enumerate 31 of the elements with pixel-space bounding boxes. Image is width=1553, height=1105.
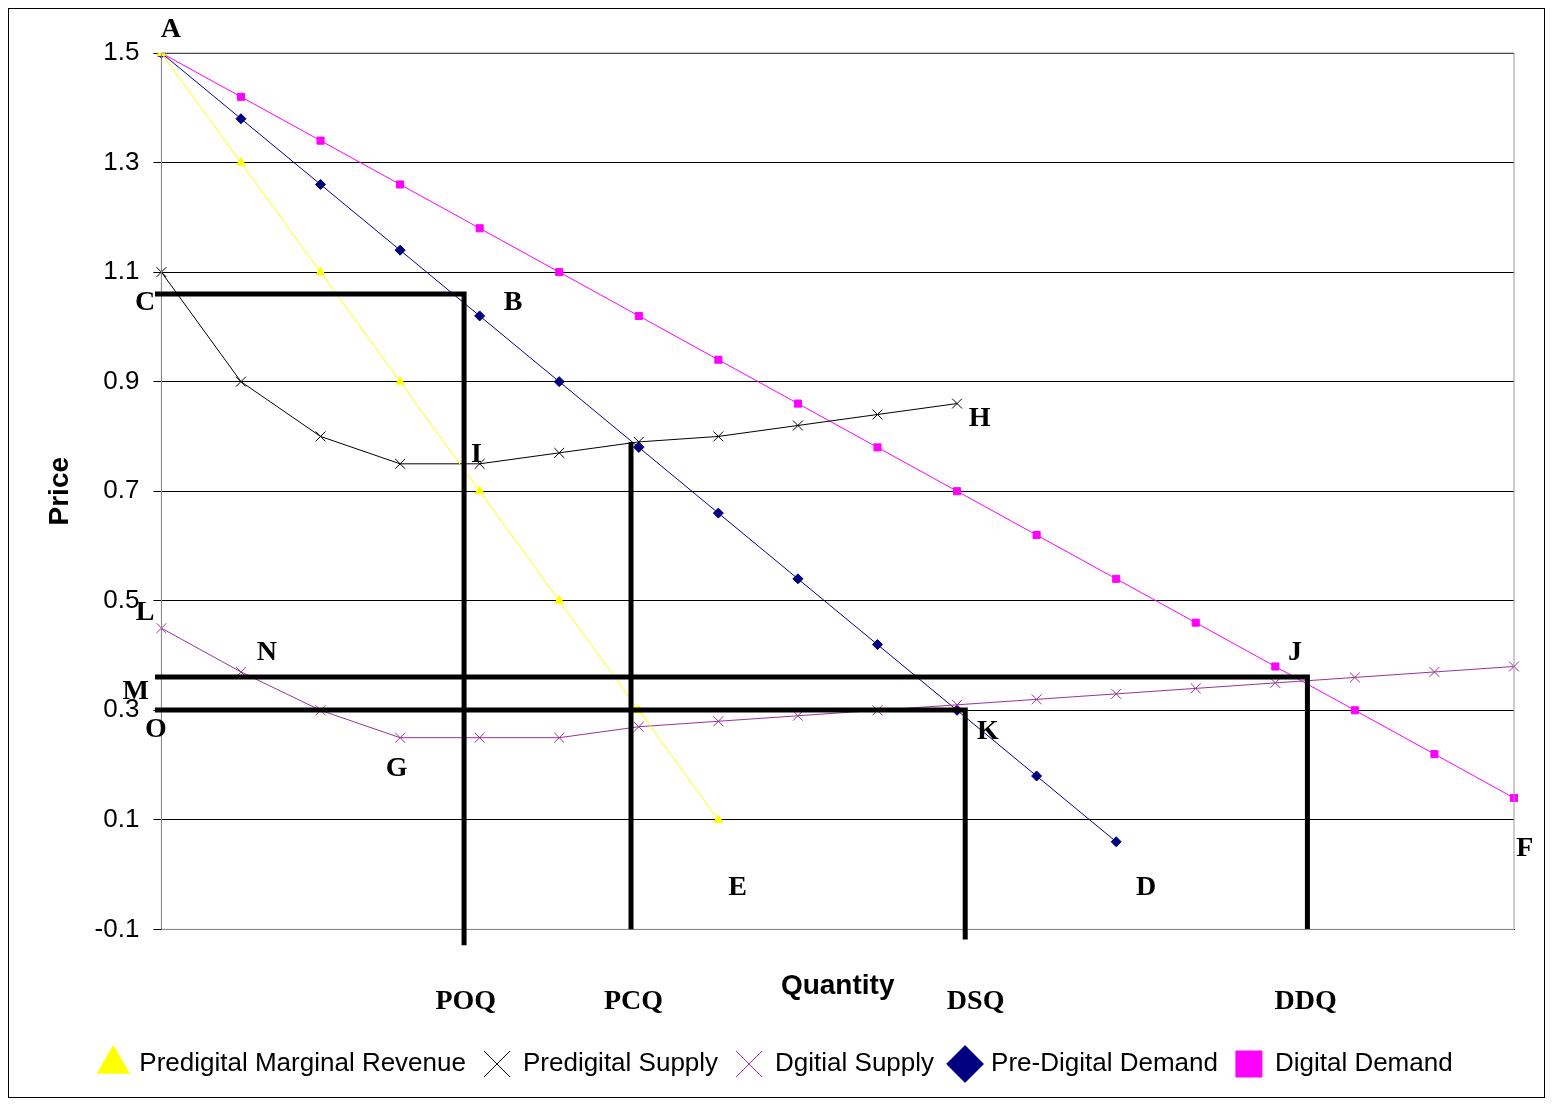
y-axis-title: Price [42,456,74,526]
text: PCQ [603,984,664,1016]
legend-label: Predigital Marginal Revenue [139,1047,466,1078]
y-tick-label: 1.3 [103,145,140,176]
text: POQ [435,984,497,1016]
text: DDQ [1274,984,1337,1016]
text: F [1516,831,1534,863]
annotation: N [256,634,278,666]
y-tick-label: 0.7 [103,474,140,505]
y-tick-label: 0.1 [103,803,140,834]
y-tick-label: 1.1 [103,255,140,286]
annotation: D [1135,869,1157,901]
annotation: E [728,869,747,901]
annotation: J [1287,634,1302,666]
annotation: B [503,285,523,317]
legend-label: Digital Demand [1274,1047,1453,1078]
text: DSQ [946,984,1005,1016]
legend-label: Dgitial Supply [775,1047,935,1078]
annotation: H [968,400,991,432]
text: C [135,285,156,317]
x-axis-title: Quantity [780,968,895,1000]
y-tick-label: 1.5 [103,36,140,67]
y-tick-label: -0.1 [94,912,140,943]
annotation: K [976,714,999,746]
legend-label: Predigital Supply [522,1047,719,1078]
annotation: O [145,711,167,743]
annotation: G [385,751,408,783]
annotation: I [471,436,482,468]
legend-label: Pre-Digital Demand [991,1047,1218,1078]
text: A [160,11,181,43]
y-tick-label: 0.9 [103,364,140,395]
